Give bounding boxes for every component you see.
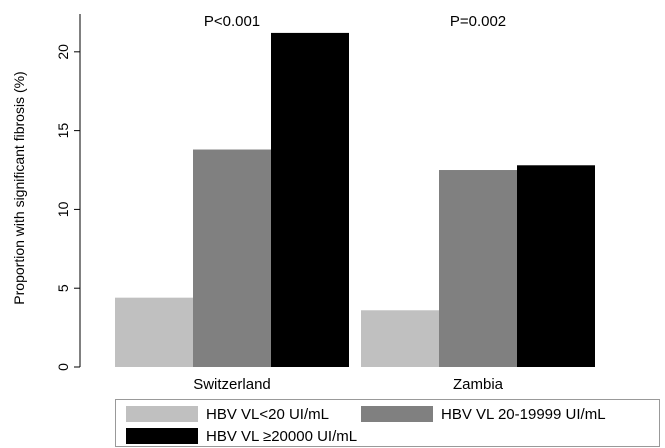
bar-switzerland-series-0 [115, 297, 193, 367]
p-value-annotations: P<0.001 P=0.002 [204, 13, 506, 30]
p-value-annotation: P<0.001 [204, 13, 260, 30]
legend-label-mid: HBV VL 20-19999 UI/mL [441, 405, 606, 423]
legend: HBV VL<20 UI/mL HBV VL 20-19999 UI/mL HB… [115, 399, 660, 447]
legend-label-high: HBV VL ≥20000 UI/mL [206, 427, 358, 445]
y-tick-label: 15 [55, 123, 71, 139]
bar-zambia-series-0 [361, 310, 439, 367]
legend-item-low: HBV VL<20 UI/mL [126, 404, 329, 424]
y-axis: 0 5 10 15 20 [55, 14, 81, 371]
bars [115, 32, 595, 368]
legend-swatch-low [126, 406, 198, 422]
y-axis-label: Proportion with significant fibrosis (%) [11, 71, 27, 304]
category-label: Zambia [453, 376, 504, 393]
bar-chart: 0 5 10 15 20 Switzerland Zambia P<0.001 P=0.00… [11, 13, 595, 393]
category-labels: Switzerland Zambia [193, 376, 503, 393]
p-value-annotation: P=0.002 [450, 13, 506, 30]
y-tick-label: 0 [55, 363, 71, 371]
y-tick-label: 10 [55, 201, 71, 217]
y-tick-label: 20 [55, 44, 71, 60]
bar-zambia-series-2 [517, 165, 595, 367]
bar-switzerland-series-1 [193, 149, 271, 367]
legend-item-mid: HBV VL 20-19999 UI/mL [361, 404, 606, 424]
category-label: Switzerland [193, 376, 271, 393]
bar-switzerland-series-2 [271, 32, 349, 368]
legend-label-low: HBV VL<20 UI/mL [206, 405, 329, 423]
legend-swatch-mid [361, 406, 433, 422]
y-tick-label: 5 [55, 284, 71, 292]
legend-item-high: HBV VL ≥20000 UI/mL [126, 426, 357, 446]
legend-swatch-high [126, 428, 198, 444]
bar-zambia-series-1 [439, 170, 517, 367]
